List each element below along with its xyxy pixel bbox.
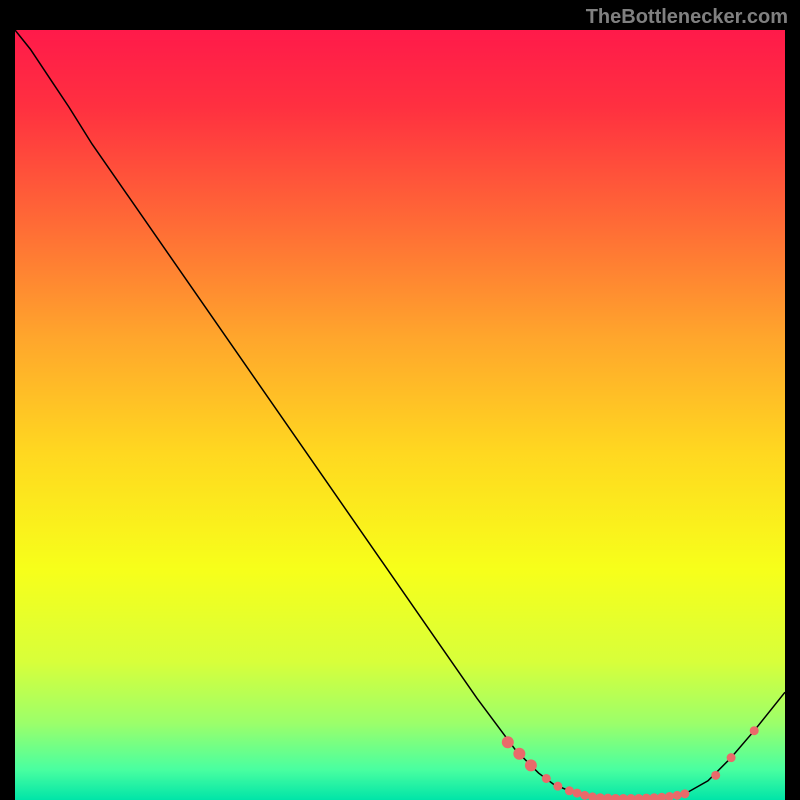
marker-point (525, 759, 537, 771)
marker-point (542, 774, 551, 783)
marker-point (711, 771, 720, 780)
marker-point (727, 753, 736, 762)
plot-area (15, 30, 785, 800)
marker-point (750, 726, 759, 735)
marker-point (513, 748, 525, 760)
marker-point (619, 794, 628, 800)
marker-point (650, 793, 659, 800)
marker-point (588, 792, 597, 800)
marker-point (573, 789, 582, 798)
marker-point (657, 793, 666, 800)
marker-point (565, 786, 574, 795)
marker-point (603, 794, 612, 800)
marker-point (665, 792, 674, 800)
chart-svg (15, 30, 785, 800)
line-series (15, 30, 785, 798)
marker-point (611, 794, 620, 800)
marker-point (627, 794, 636, 800)
marker-point (580, 791, 589, 800)
marker-point (634, 794, 643, 800)
chart-container: TheBottlenecker.com (0, 0, 800, 800)
watermark: TheBottlenecker.com (586, 6, 788, 29)
marker-point (502, 736, 514, 748)
marker-group (502, 726, 759, 800)
marker-point (596, 793, 605, 800)
marker-point (642, 794, 651, 800)
marker-point (553, 782, 562, 791)
marker-point (673, 791, 682, 800)
marker-point (680, 789, 689, 798)
